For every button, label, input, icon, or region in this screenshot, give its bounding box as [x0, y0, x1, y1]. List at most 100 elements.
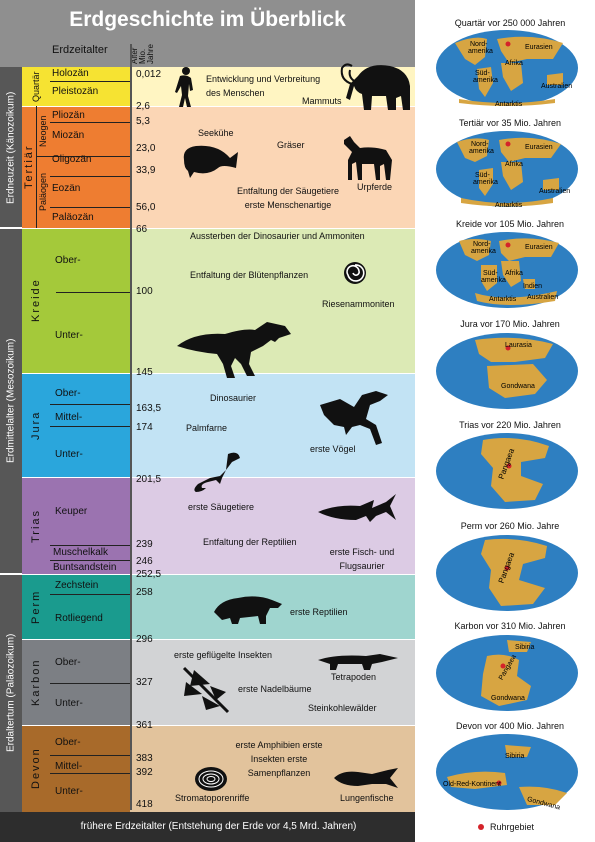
age-tick: 201,5	[136, 474, 162, 485]
globe-map-devon: Sibiria Old-Red-Kontinent Gondwana	[436, 734, 578, 811]
epoch-devon-mittel: Mittel-	[55, 761, 83, 772]
map-text: Sibiria	[515, 644, 535, 651]
age-tick: 56,0	[136, 202, 156, 213]
age-tick: 418	[136, 799, 153, 810]
map-text: amerika	[468, 48, 493, 55]
ruhr-dot-icon	[478, 824, 484, 830]
map-text: Afrika	[505, 60, 523, 67]
map-text: Gondwana	[501, 383, 535, 390]
epoch-pliozaen: Pliozän	[52, 110, 85, 121]
age-tick: 252,5	[136, 569, 162, 580]
band-kreide	[22, 228, 130, 373]
map-text: Eurasien	[525, 244, 553, 251]
map-title: Perm vor 260 Mio. Jahre	[460, 521, 560, 531]
map-text: Antarktis	[495, 101, 523, 107]
event-nadelbaeume: erste Nadelbäume	[238, 684, 312, 694]
age-tick: 163,5	[136, 403, 162, 414]
epoch-divider	[50, 755, 130, 756]
map-title: Trias vor 220 Mio. Jahren	[459, 420, 561, 430]
map-text: Australien	[539, 188, 570, 195]
epoch-divider	[50, 560, 130, 561]
era-band-palaeozoikum	[0, 574, 22, 812]
period-label-neogen: Neogen	[38, 115, 48, 147]
event-tetrapoden: Tetrapoden	[331, 672, 377, 682]
trex-silhouette	[177, 322, 291, 378]
event-bluetenpflanzen: Entfaltung der Blütenpflanzen	[190, 270, 309, 280]
map-text: Antarktis	[489, 296, 517, 303]
epoch-divider	[50, 156, 130, 157]
map-text: Nord-	[471, 141, 489, 148]
map-text: Eurasien	[525, 144, 553, 151]
map-text: Süd-	[475, 172, 490, 179]
era-band-mesozoikum	[0, 228, 22, 574]
age-tick: 5,3	[136, 116, 150, 127]
band-quartaer	[22, 67, 130, 106]
map-text: Laurasia	[505, 342, 532, 349]
early-reptile-silhouette	[214, 596, 282, 624]
epoch-buntsandstein: Buntsandstein	[53, 562, 117, 573]
map-title: Devon vor 400 Mio. Jahren	[455, 721, 565, 731]
mammoth-silhouette	[340, 63, 410, 110]
period-divider	[22, 106, 415, 107]
age-tick: 383	[136, 753, 153, 764]
epoch-jura-mittel: Mittel-	[55, 412, 83, 423]
epoch-holozaen: Holozän	[52, 68, 89, 79]
event-erste-reptilien: erste Reptilien	[290, 607, 348, 617]
era-label-kaenozoikum: Erdneuzeit (Känozoikum)	[5, 91, 17, 204]
map-text: Afrika	[505, 270, 523, 277]
lungfish-silhouette	[334, 768, 398, 788]
horse-silhouette	[344, 136, 392, 180]
map-text: Australien	[541, 83, 572, 90]
epoch-pleistozaen: Pleistozän	[52, 86, 99, 97]
globe-map-karbon: Sibiria Pangaea Gondwana	[436, 635, 578, 711]
epoch-miozaen: Miozän	[52, 130, 85, 141]
epoch-divider	[56, 292, 130, 293]
epoch-divider	[50, 404, 130, 405]
event-aussterben: Aussterben der Dinosaurier und Ammoniten	[190, 231, 365, 241]
period-label-kreide: Kreide	[30, 278, 42, 323]
era-band-kaenozoikum	[0, 67, 22, 228]
epoch-muschelkalk: Muschelkalk	[53, 547, 109, 558]
epoch-rotliegend: Rotliegend	[55, 613, 103, 624]
age-tick: 258	[136, 587, 153, 598]
map-title: Jura vor 170 Mio. Jahren	[460, 319, 560, 329]
human-silhouette	[175, 67, 193, 107]
epoch-divider	[50, 426, 130, 427]
epoch-divider	[50, 683, 130, 684]
epoch-jura-unter: Unter-	[55, 449, 83, 460]
epoch-palaeozaen: Paläozän	[52, 212, 94, 223]
event-erste-voegel: erste Vögel	[310, 444, 356, 454]
age-tick: 327	[136, 677, 153, 688]
map-text: Sibiria	[505, 753, 525, 760]
map-text: Australien	[527, 294, 558, 301]
page-title: Erdgeschichte im Überblick	[69, 8, 346, 31]
map-text: Nord-	[470, 41, 488, 48]
event-menschen: Entwicklung und Verbreitung des Menschen	[206, 74, 321, 98]
map-text: amerika	[481, 277, 506, 284]
period-label-palaeogen: Paläogen	[38, 172, 48, 212]
band-jura	[22, 373, 130, 477]
age-tick: 296	[136, 634, 153, 645]
age-tick: 361	[136, 720, 153, 731]
age-header: Alter Mio. Jahre	[130, 43, 155, 64]
period-divider	[22, 228, 415, 229]
epoch-devon-ober: Ober-	[55, 737, 81, 748]
epoch-zechstein: Zechstein	[55, 580, 99, 591]
map-text: Süd-	[483, 270, 498, 277]
event-erste-saeugetiere: erste Säugetiere	[188, 502, 255, 512]
subperiod-divider	[36, 106, 37, 228]
age-tick: 174	[136, 422, 153, 433]
event-graeser: Gräser	[277, 140, 305, 150]
event-mammuts: Mammuts	[302, 96, 342, 106]
era-divider	[0, 227, 22, 229]
footer-corner	[0, 812, 22, 842]
globe-map-quartaer: Nord- amerika Eurasien Afrika Süd- ameri…	[436, 30, 578, 107]
event-dinosaurier: Dinosaurier	[210, 393, 257, 403]
period-label-quartaer: Quartär	[31, 71, 41, 102]
column-header: Erdzeitalter	[52, 44, 108, 56]
epoch-karbon-ober: Ober-	[55, 657, 81, 668]
map-text: Süd-	[475, 70, 490, 77]
seacow-silhouette	[183, 145, 238, 178]
age-tick: 246	[136, 556, 153, 567]
globe-map-perm: Pangaea	[436, 535, 578, 611]
